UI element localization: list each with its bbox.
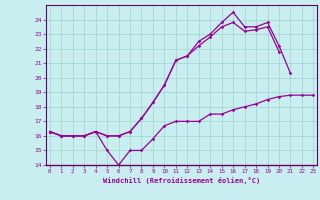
X-axis label: Windchill (Refroidissement éolien,°C): Windchill (Refroidissement éolien,°C) — [103, 177, 260, 184]
